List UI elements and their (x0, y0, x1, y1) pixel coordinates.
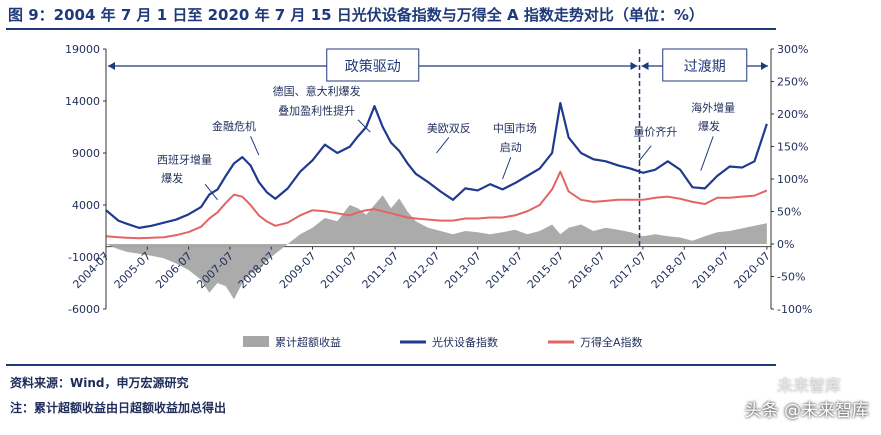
right-tick-label: 300% (777, 43, 808, 56)
annotation-label: 金融危机 (212, 119, 256, 133)
x-tick-label: 2015-07 (525, 250, 567, 292)
legend-excess-return-label: 累计超额收益 (275, 335, 341, 349)
left-tick-label: -1000 (68, 251, 100, 264)
title-rule (6, 28, 776, 30)
x-tick-label: 2018-07 (649, 250, 691, 292)
x-tick-label: 2005-07 (112, 250, 154, 292)
annotation-pointer (204, 183, 218, 201)
left-tick-label: -6000 (68, 303, 100, 316)
watermark-text: 头条 @未来智库 (744, 401, 869, 421)
left-tick-label: 4000 (72, 199, 100, 212)
phase-layer: 政策驱动 过渡期 (108, 48, 768, 249)
phase-arrow-left-head (108, 62, 115, 70)
annotation-label: 中国市场 (493, 121, 537, 135)
watermark-logo-text: 未来智库 (776, 376, 841, 395)
excess-return-area-layer (106, 195, 767, 300)
x-tick-label: 2012-07 (401, 250, 443, 292)
annotation-pointer (638, 145, 652, 162)
index-lines-layer (105, 101, 768, 240)
annotation-label: 德国、意大利爆发 (273, 84, 361, 98)
right-tick-label: 200% (777, 108, 808, 121)
legend-excess-return-swatch (243, 336, 269, 347)
x-tick-label: 2013-07 (442, 250, 484, 292)
x-tick-label: 2017-07 (607, 250, 649, 292)
right-tick-label: 50% (777, 206, 801, 219)
x-tick-label: 2014-07 (483, 250, 525, 292)
pv-equipment-index-line (105, 101, 768, 229)
note-text: 注：累计超额收益由日超额收益加总得出 (10, 401, 227, 415)
annotation-label: 爆发 (698, 119, 720, 133)
annotation-label: 海外增量 (691, 100, 735, 114)
annotation-label: 启动 (500, 141, 522, 154)
annotation-pointer (250, 136, 260, 156)
phase-box (662, 48, 748, 82)
phase-label: 政策驱动 (345, 58, 401, 75)
left-tick-label: 14000 (65, 95, 100, 108)
right-tick-label: 100% (777, 173, 808, 186)
left-tick-label: 19000 (65, 43, 100, 56)
footer-rule (6, 364, 776, 366)
right-tick-label: -50% (777, 271, 805, 284)
legend: 累计超额收益 光伏设备指数 万得全A指数 (243, 335, 643, 349)
x-tick-label: 2009-07 (277, 250, 319, 292)
right-tick-label: 0% (777, 238, 794, 251)
annotation-label: 西班牙增量 (157, 152, 212, 166)
wind-all-a-index-line (105, 170, 768, 240)
phase-arrow-right-head (761, 62, 768, 70)
x-tick-label: 2016-07 (566, 250, 608, 292)
x-tick-label: 2010-07 (318, 250, 360, 292)
annotation-label: 美欧双反 (427, 122, 471, 135)
phase-arrow-right-head (630, 62, 638, 70)
excess-return-area (106, 195, 767, 300)
annotation-pointer (700, 136, 714, 171)
x-tick-label: 2019-07 (690, 250, 732, 292)
phase-label: 过渡期 (684, 59, 726, 75)
source-text: 资料来源：Wind，申万宏源研究 (10, 376, 189, 390)
x-tick-label: 2011-07 (360, 250, 402, 292)
legend-wind-all-a-label: 万得全A指数 (580, 335, 643, 349)
chart-title: 图 9：2004 年 7 月 1 日至 2020 年 7 月 15 日光伏设备指… (8, 6, 704, 24)
annotation-label: 叠加盈利性提升 (278, 104, 355, 118)
annotation-pointer (357, 119, 371, 133)
phase-arrow-left-head (641, 62, 649, 70)
left-tick-label: 9000 (72, 147, 100, 160)
annotation-label: 爆发 (161, 171, 183, 185)
annotation-pointer (436, 137, 450, 154)
phase-box (326, 48, 420, 82)
x-tick-label: 2020-07 (731, 250, 773, 292)
right-tick-label: -100% (777, 303, 812, 316)
annotation-label: 量价齐升 (633, 124, 677, 138)
right-tick-label: 150% (777, 141, 808, 154)
right-tick-label: 250% (777, 76, 808, 89)
annotation-pointer (502, 156, 512, 180)
legend-pv-index-label: 光伏设备指数 (432, 335, 498, 349)
